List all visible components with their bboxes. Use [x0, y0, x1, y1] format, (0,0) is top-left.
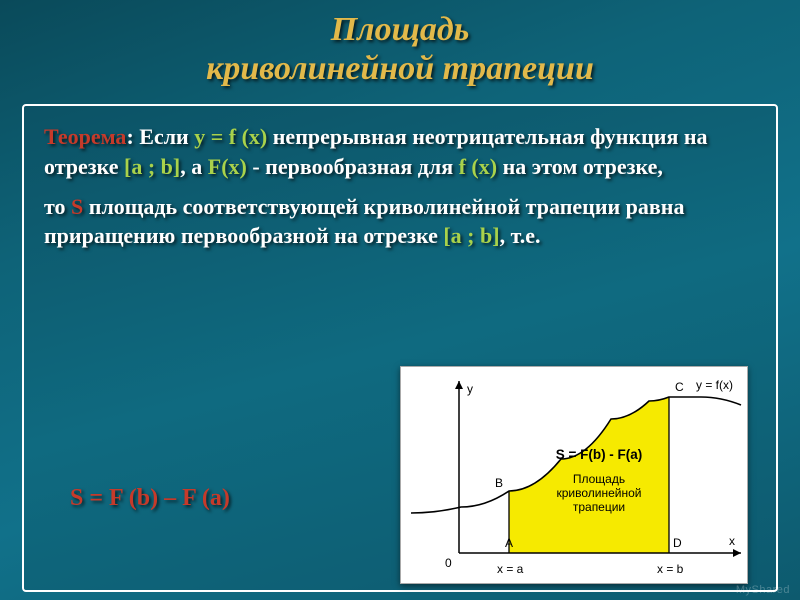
t1d: [a ; b] — [124, 154, 180, 179]
svg-text:D: D — [673, 536, 682, 550]
t2e: , т.е. — [500, 223, 541, 248]
svg-text:y: y — [467, 382, 473, 396]
content-panel: Теорема: Если y = f (x) непрерывная неот… — [22, 104, 778, 592]
svg-text:x: x — [729, 534, 735, 548]
svg-text:Площадь: Площадь — [573, 472, 625, 486]
svg-text:C: C — [675, 380, 684, 394]
t2a: то — [44, 194, 71, 219]
t2b: S — [71, 194, 83, 219]
svg-text:y = f(x): y = f(x) — [696, 378, 733, 392]
svg-text:A: A — [505, 536, 513, 550]
t1i: на этом отрезке, — [497, 154, 663, 179]
t1a: : Если — [126, 124, 194, 149]
t1g: - первообразная для — [247, 154, 459, 179]
theorem-label: Теорема — [44, 124, 126, 149]
t2c: площадь соответствующей криволинейной тр… — [44, 194, 684, 249]
chart-svg: B C A Dy x 0 x = a x = b y = f(x) S = F(b) - F(a)… — [401, 367, 749, 585]
slide-title: Площадь криволинейной трапеции — [0, 0, 800, 104]
t1f: F(x) — [208, 154, 247, 179]
svg-text:криволинейной: криволинейной — [557, 486, 642, 500]
svg-text:трапеции: трапеции — [573, 500, 625, 514]
svg-text:B: B — [495, 476, 503, 490]
t1b: y = f (x) — [194, 124, 267, 149]
svg-text:x = a: x = a — [497, 562, 524, 576]
t1h: f (x) — [459, 154, 497, 179]
title-line-2: криволинейной трапеции — [0, 49, 800, 88]
formula: S = F (b) – F (a) — [70, 485, 230, 512]
svg-text:S = F(b) - F(a): S = F(b) - F(a) — [556, 447, 643, 462]
theorem-paragraph-2: то S площадь соответствующей криволинейн… — [44, 192, 756, 251]
chart-diagram: B C A Dy x 0 x = a x = b y = f(x) S = F(b) - F(a)… — [400, 366, 748, 584]
svg-text:x = b: x = b — [657, 562, 684, 576]
t2d: [a ; b] — [443, 223, 499, 248]
theorem-paragraph-1: Теорема: Если y = f (x) непрерывная неот… — [44, 122, 756, 181]
title-line-1: Площадь — [0, 10, 800, 49]
watermark: MyShared — [736, 584, 790, 596]
svg-text:0: 0 — [445, 556, 452, 570]
t1e: , а — [180, 154, 208, 179]
